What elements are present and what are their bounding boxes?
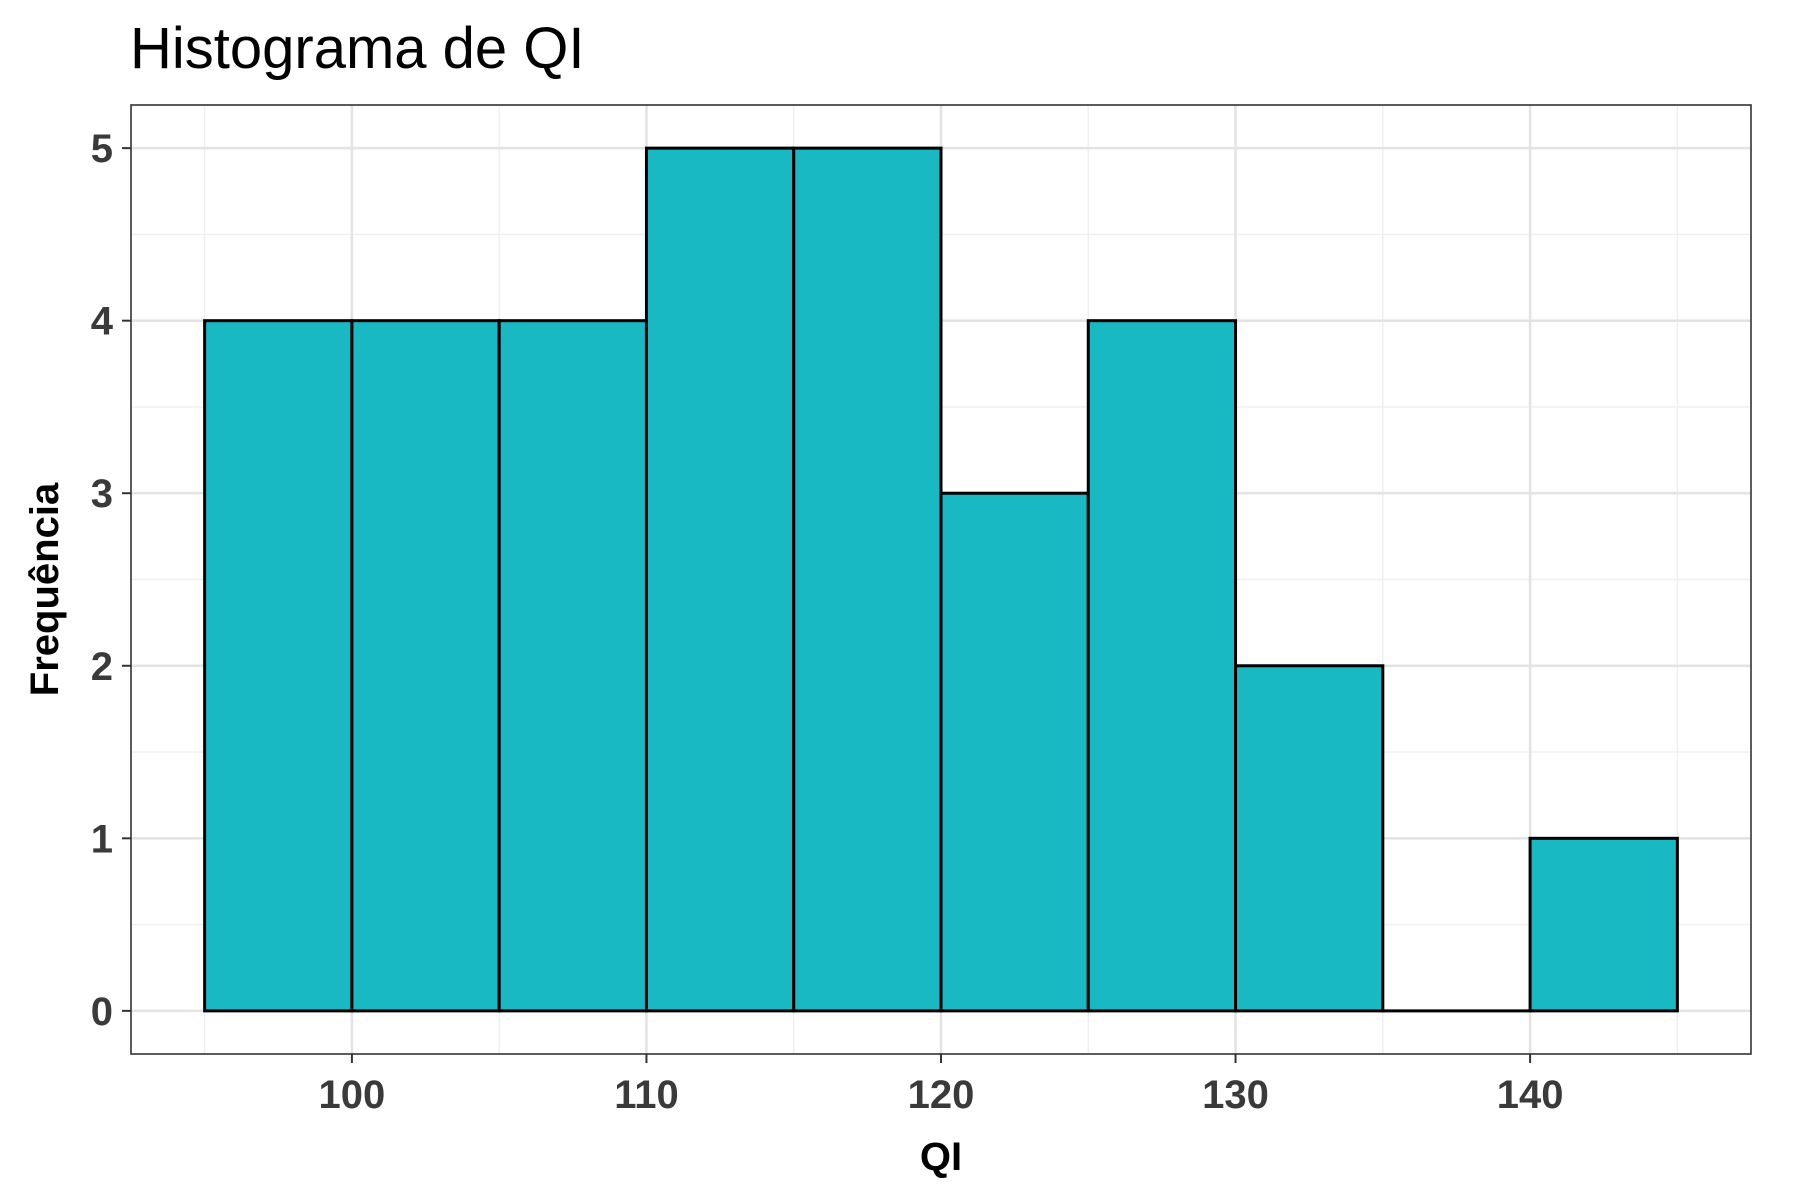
y-tick-label: 4 [91,300,114,344]
y-axis-title: Frequência [23,482,67,696]
x-axis-title: QI [920,1135,962,1179]
histogram-bar [1234,664,1385,1013]
chart-title: Histograma de QI [130,16,585,81]
histogram-bar [1086,319,1238,1013]
y-tick-label: 1 [91,817,113,861]
x-tick-label: 100 [319,1073,386,1117]
y-axis: 0 1 2 3 4 5 [91,127,131,1034]
histogram-bar [644,146,796,1013]
x-tick-label: 110 [614,1073,679,1117]
y-tick-label: 0 [91,990,113,1034]
x-axis: 100 110 120 130 140 [319,1054,1564,1117]
y-tick-label: 3 [91,472,113,516]
y-tick-label: 2 [91,645,113,689]
x-tick-label: 130 [1202,1073,1269,1117]
histogram-bar [792,146,943,1013]
x-tick-label: 120 [908,1073,975,1117]
histogram-bars [203,146,1679,1013]
histogram-bar [497,319,648,1013]
histogram-bar [939,491,1090,1013]
histogram-bar [203,319,354,1013]
y-tick-label: 5 [91,127,113,171]
x-tick-label: 140 [1497,1073,1564,1117]
histogram-bar [350,319,501,1013]
histogram-bar [1528,836,1679,1013]
